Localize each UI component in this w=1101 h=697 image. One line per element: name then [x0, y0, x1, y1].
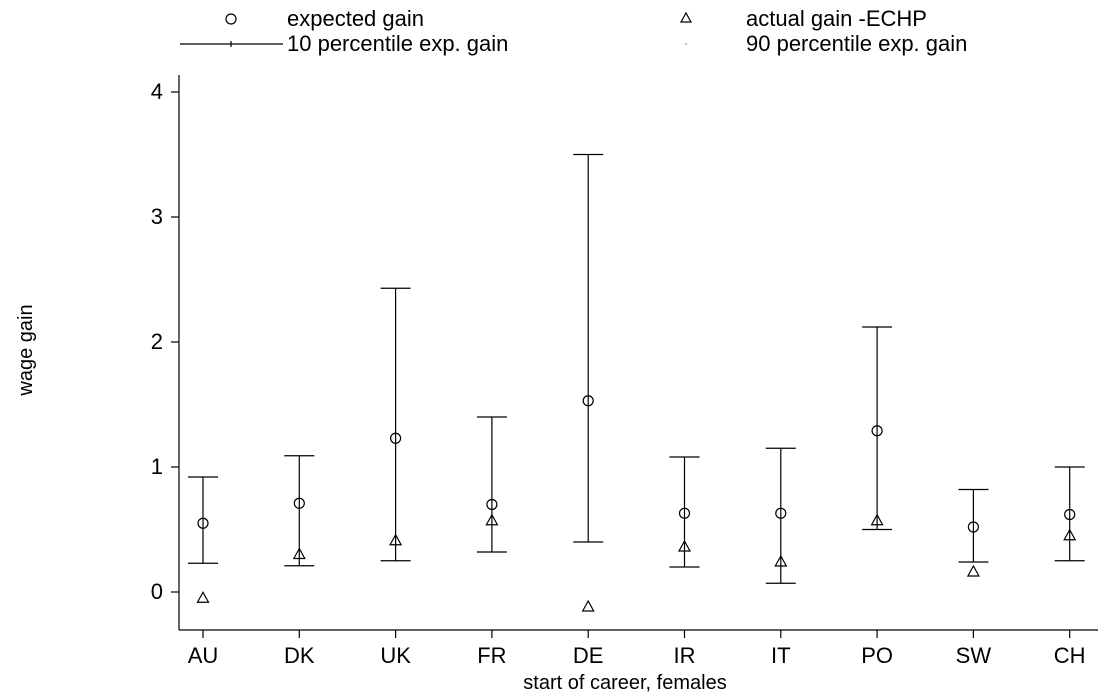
data-marks — [188, 153, 1085, 612]
y-tick-label: 3 — [151, 204, 163, 229]
expected-gain-point — [775, 507, 787, 519]
y-tick-label: 4 — [151, 79, 163, 104]
actual-gain-point — [1063, 528, 1077, 541]
actual-gain-point — [774, 554, 788, 567]
legend-dot-marker — [685, 43, 687, 45]
expected-gain-point — [197, 517, 209, 529]
expected-gain-point — [1064, 508, 1076, 521]
legend: expected gain actual gain -ECHP 10 perce… — [180, 6, 967, 56]
expected-gain-point — [390, 432, 402, 444]
x-tick-label: AU — [188, 643, 219, 668]
legend-label-90-percentile: 90 percentile exp. gain — [746, 31, 967, 56]
expected-gain-point — [293, 497, 305, 509]
actual-gain-point — [677, 539, 692, 552]
actual-gain-point — [870, 513, 884, 526]
y-tick-label: 0 — [151, 579, 163, 604]
legend-triangle-marker — [679, 11, 693, 23]
legend-label-10-percentile: 10 percentile exp. gain — [287, 31, 508, 56]
x-tick-label: IT — [771, 643, 791, 668]
y-tick-label: 1 — [151, 454, 163, 479]
x-tick-label: PO — [861, 643, 893, 668]
legend-circle-marker — [225, 13, 237, 25]
expected-gain-point — [486, 498, 498, 511]
expected-gain-point — [871, 425, 883, 437]
x-tick-label: FR — [477, 643, 506, 668]
expected-gain-point — [582, 395, 594, 407]
actual-gain-point — [389, 533, 403, 546]
actual-gain-point — [966, 564, 980, 577]
x-tick-label: SW — [956, 643, 992, 668]
x-tick-label: DE — [573, 643, 604, 668]
expected-gain-point — [678, 507, 691, 519]
actual-gain-point — [485, 513, 499, 526]
x-tick-label: DK — [284, 643, 315, 668]
x-tick-label: UK — [380, 643, 411, 668]
actual-gain-point — [581, 599, 595, 612]
y-tick-label: 2 — [151, 329, 163, 354]
x-tick-label: CH — [1054, 643, 1086, 668]
y-axis-label: wage gain — [15, 304, 37, 396]
axes: 0 1 2 3 4 AU DK UK FR DE IR IT PO SW CH — [151, 75, 1098, 668]
x-tick-label: IR — [674, 643, 696, 668]
actual-gain-point — [292, 547, 306, 560]
x-axis-label: start of career, females — [523, 672, 726, 694]
actual-gain-point — [196, 591, 210, 603]
legend-label-expected-gain: expected gain — [287, 6, 424, 31]
expected-gain-point — [967, 521, 980, 533]
legend-label-actual-gain: actual gain -ECHP — [746, 6, 927, 31]
